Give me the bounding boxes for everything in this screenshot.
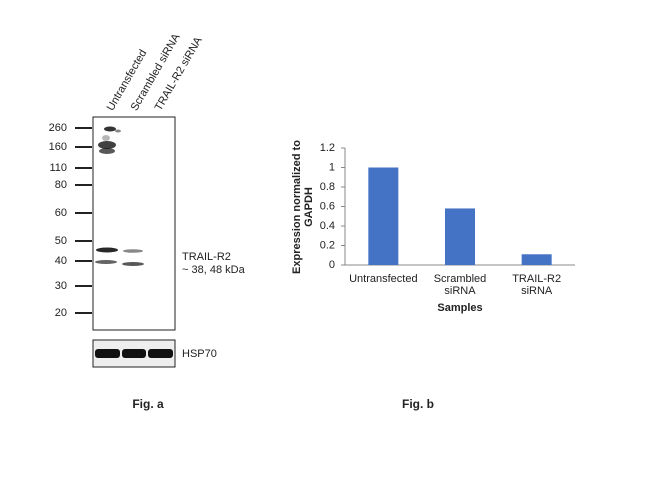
x-tick-label: Scrambled siRNA xyxy=(433,273,487,297)
x-tick-label: Untransfected xyxy=(349,273,418,285)
marker-label: 20 xyxy=(55,307,67,319)
marker-label: 160 xyxy=(49,141,67,153)
x-axis-label: Samples xyxy=(437,302,483,314)
y-tick-label: 0.6 xyxy=(320,200,335,212)
x-tick-label: TRAIL-R2 siRNA xyxy=(512,273,562,297)
marker-label: 30 xyxy=(55,280,67,292)
marker-label: 50 xyxy=(55,235,67,247)
y-tick-label: 0 xyxy=(329,259,335,271)
y-tick-label: 0.8 xyxy=(320,181,335,193)
caption: Fig. b xyxy=(402,397,434,411)
marker-label: 80 xyxy=(55,179,67,191)
y-axis-label: Expression normalized to GAPDH xyxy=(291,139,315,274)
marker-label: 260 xyxy=(49,122,67,134)
target-size: ~ 38, 48 kDa xyxy=(182,264,246,276)
marker-label: 110 xyxy=(49,162,67,174)
y-tick-label: 1.2 xyxy=(320,142,335,154)
y-tick-label: 0.4 xyxy=(320,220,335,232)
marker-label: 60 xyxy=(55,207,67,219)
bar xyxy=(445,208,475,265)
bar xyxy=(521,254,552,265)
target-label: TRAIL-R2 xyxy=(182,251,231,263)
bar xyxy=(368,167,399,265)
bands xyxy=(95,126,173,358)
marker-label: 40 xyxy=(55,255,67,267)
y-tick-label: 1 xyxy=(329,161,335,173)
loading-control-label: HSP70 xyxy=(182,348,217,360)
caption: Fig. a xyxy=(132,397,164,411)
y-tick-label: 0.2 xyxy=(320,239,335,251)
